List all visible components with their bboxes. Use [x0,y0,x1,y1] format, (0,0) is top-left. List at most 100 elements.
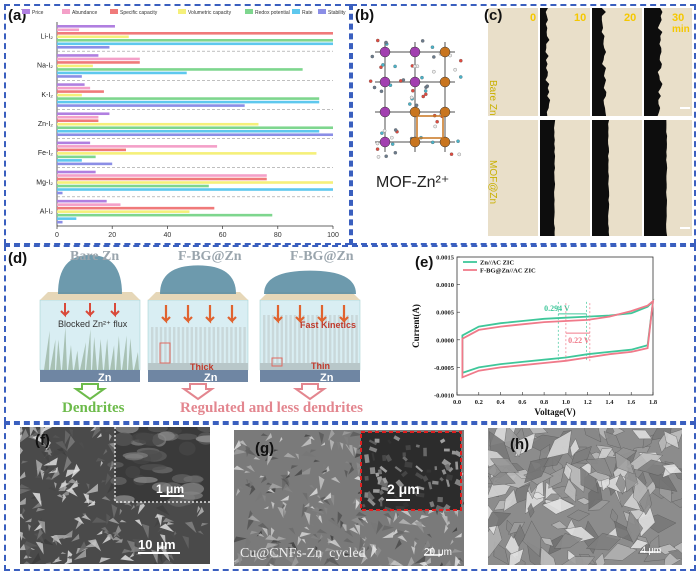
sem-f-inset-blob-20 [113,432,134,447]
bar-2-3 [57,93,82,97]
sem-f-flake-156 [101,480,107,483]
sem-g-flake-289 [355,511,367,516]
sem-g-inset-grain-23 [373,489,380,493]
sem-f-flake-71 [112,536,123,541]
sem-g-inset-grain-4 [393,435,401,442]
sem-g-flake-275 [248,510,253,519]
bar-1-1 [57,57,140,61]
panel-label-h: (h) [510,436,530,453]
sem-g-flake-84 [301,539,306,544]
bar-6-0 [57,199,107,203]
pillar-2-1 [267,315,270,370]
bar-1-4 [57,68,303,71]
sem-g-flake-68 [262,527,268,537]
layer-1 [148,363,248,370]
sem-g-inset-grain-2 [434,466,438,471]
sem-h-crystal-4 [602,543,638,561]
sem-g-flake-20 [320,442,325,446]
sem-f-flake-140 [105,473,112,486]
row-label-bare-zn: Bare Zn [487,80,498,116]
y-axis-label-e: Current(A) [411,304,421,348]
legend-label-e-1: F-BG@Zn//AC ZIC [480,268,536,275]
sem-h-crystal-86 [548,466,565,489]
sem-f-flake-236 [65,488,78,497]
sem-f-flake-93 [33,522,43,532]
pillar-1-13 [208,327,211,370]
sem-g-flake-196 [234,449,248,455]
sem-f-flake-259 [53,540,58,546]
category-label-4: Fe-I₂ [38,150,53,157]
sem-h-crystal-74 [580,466,599,494]
sem-g-flake-229 [441,515,448,527]
bar-6-6 [57,220,63,224]
sem-f-flake-121 [61,493,67,503]
sem-f-flake-197 [67,478,80,484]
sem-g-flake-27 [396,512,399,519]
category-label-5: Mg-I₂ [36,179,53,186]
bar-5-5 [57,188,333,191]
sem-g-flake-143 [324,547,334,552]
sem-f-flake-29 [37,460,43,471]
x-tick-label-2: 40 [164,232,172,239]
sem-g-flake-123 [421,540,431,553]
sem-f-flake-55 [119,519,127,523]
bar-1-6 [57,75,82,78]
sem-g-flake-186 [323,507,328,515]
x-tick-label-5: 100 [327,232,339,239]
sem-f-flake-209 [20,513,25,520]
sem-g-flake-127 [426,548,435,554]
sem-g-flake-225 [245,445,251,458]
sem-f-flake-165 [31,552,41,564]
x-tick-label-e-6: 1.2 [584,399,592,406]
bar-3-2 [57,119,99,123]
dendrite-8 [92,336,97,370]
sem-image-h [488,428,682,565]
sem-f-flake-0 [104,427,117,433]
x-axis-label-e: Voltage(V) [534,407,575,417]
sem-g-flake-63 [395,530,408,536]
sem-g-flake-7 [311,507,325,515]
sem-g-inset-grain-35 [443,503,451,512]
sem-f-flake-94 [96,433,102,439]
sem-h-crystal-139 [503,488,518,512]
sem-g-flake-144 [398,518,412,525]
annotation-pink: 0.22 V [568,336,590,345]
bar-3-0 [57,112,110,116]
sem-g-flake-214 [336,441,341,451]
sem-f-inset-blob-22 [175,433,198,440]
sem-g-flake-93 [370,522,377,536]
sem-g-flake-258 [411,546,416,555]
sem-g-flake-205 [370,544,377,558]
atom-36 [393,128,398,132]
legend-swatch-2 [110,9,118,14]
sem-f-flake-150 [120,554,135,562]
metal-node-2 [439,46,451,58]
sem-g-flake-122 [235,488,241,497]
atom-43 [433,124,437,129]
sem-g-flake-311 [300,437,312,448]
sem-g-inset-grain-59 [404,461,413,468]
frame-bc [351,4,696,245]
bar-1-2 [57,61,140,64]
category-label-0: Li-I₂ [41,34,54,41]
atom-56 [384,40,388,45]
sem-f-inset-blob-38 [157,431,175,441]
sem-g-inset-grain-48 [378,489,385,496]
sem-f-flake-9 [78,442,85,450]
metal-node-7 [409,106,421,118]
sem-g-inset-grain-39 [368,439,377,446]
atom-31 [409,95,414,100]
sem-g-flake-32 [262,494,266,503]
sem-g-flake-148 [271,527,275,538]
atom-44 [393,151,398,155]
sem-g-flake-239 [343,538,354,544]
sem-g-flake-165 [318,431,324,445]
atom-38 [456,139,460,143]
x-tick-label-1: 20 [108,232,116,239]
sem-g-flake-249 [328,430,335,441]
legend-label-6: Stability [328,10,346,16]
sem-g-flake-9 [249,484,256,496]
bar-3-5 [57,129,320,133]
sem-g-flake-8 [318,475,325,491]
sem-f-flake-89 [20,484,30,489]
